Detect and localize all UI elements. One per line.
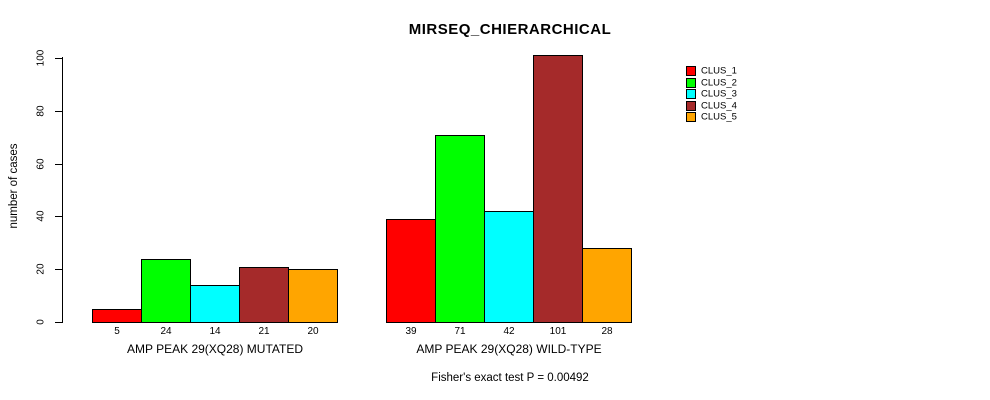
y-tick-label: 80 [35, 105, 47, 117]
bar-value-label: 14 [209, 326, 221, 337]
bar-clus_1-group1 [92, 309, 142, 323]
bar-clus_3-group2 [484, 211, 534, 323]
y-tick-mark [55, 111, 62, 112]
bar-value-label: 24 [160, 326, 172, 337]
chart-title: MIRSEQ_CHIERARCHICAL [408, 21, 612, 38]
legend-label-clus_2: CLUS_2 [701, 77, 737, 88]
bar-clus_3-group1 [190, 285, 240, 323]
legend-swatch-clus_3 [686, 89, 696, 99]
legend-swatch-clus_5 [686, 112, 696, 122]
bar-value-label: 28 [601, 326, 613, 337]
bar-clus_2-group1 [141, 259, 191, 323]
y-axis-label: number of cases [8, 143, 20, 229]
y-tick-label: 100 [35, 49, 47, 67]
bar-value-label: 20 [307, 326, 319, 337]
legend-label-clus_3: CLUS_3 [701, 88, 737, 100]
bar-clus_5-group2 [582, 248, 632, 323]
bar-value-label: 101 [549, 326, 567, 337]
chart-subtitle: Fisher's exact test P = 0.00492 [431, 372, 589, 384]
y-tick-label: 60 [35, 158, 47, 170]
legend-swatch-clus_1 [686, 66, 696, 76]
y-tick-mark [55, 216, 62, 217]
legend-label-clus_5: CLUS_5 [701, 111, 737, 123]
y-tick-label: 40 [35, 210, 47, 222]
bar-clus_1-group2 [386, 219, 436, 323]
y-tick-label: 0 [35, 319, 47, 325]
bar-value-label: 42 [503, 326, 515, 337]
legend-swatch-clus_2 [686, 77, 696, 88]
bar-value-label: 21 [258, 326, 270, 337]
bar-value-label: 39 [405, 326, 417, 337]
group-label-wild-type: AMP PEAK 29(XQ28) WILD-TYPE [416, 342, 602, 356]
bar-value-label: 5 [114, 326, 120, 337]
bar-clus_2-group2 [435, 135, 485, 323]
legend-label-clus_1: CLUS_1 [701, 65, 737, 77]
y-tick-mark [55, 58, 62, 59]
y-tick-mark [55, 322, 62, 323]
y-tick-label: 20 [35, 263, 47, 275]
legend-swatch-clus_4 [686, 100, 696, 111]
bar-clus_5-group1 [288, 269, 338, 323]
y-tick-mark [55, 164, 62, 165]
bar-clus_4-group2 [533, 55, 583, 323]
legend-label-clus_4: CLUS_4 [701, 100, 737, 111]
bar-value-label: 71 [454, 326, 466, 337]
bar-clus_4-group1 [239, 267, 289, 323]
y-tick-mark [55, 269, 62, 270]
y-axis-line [62, 57, 63, 323]
group-label-mutated: AMP PEAK 29(XQ28) MUTATED [126, 342, 304, 356]
